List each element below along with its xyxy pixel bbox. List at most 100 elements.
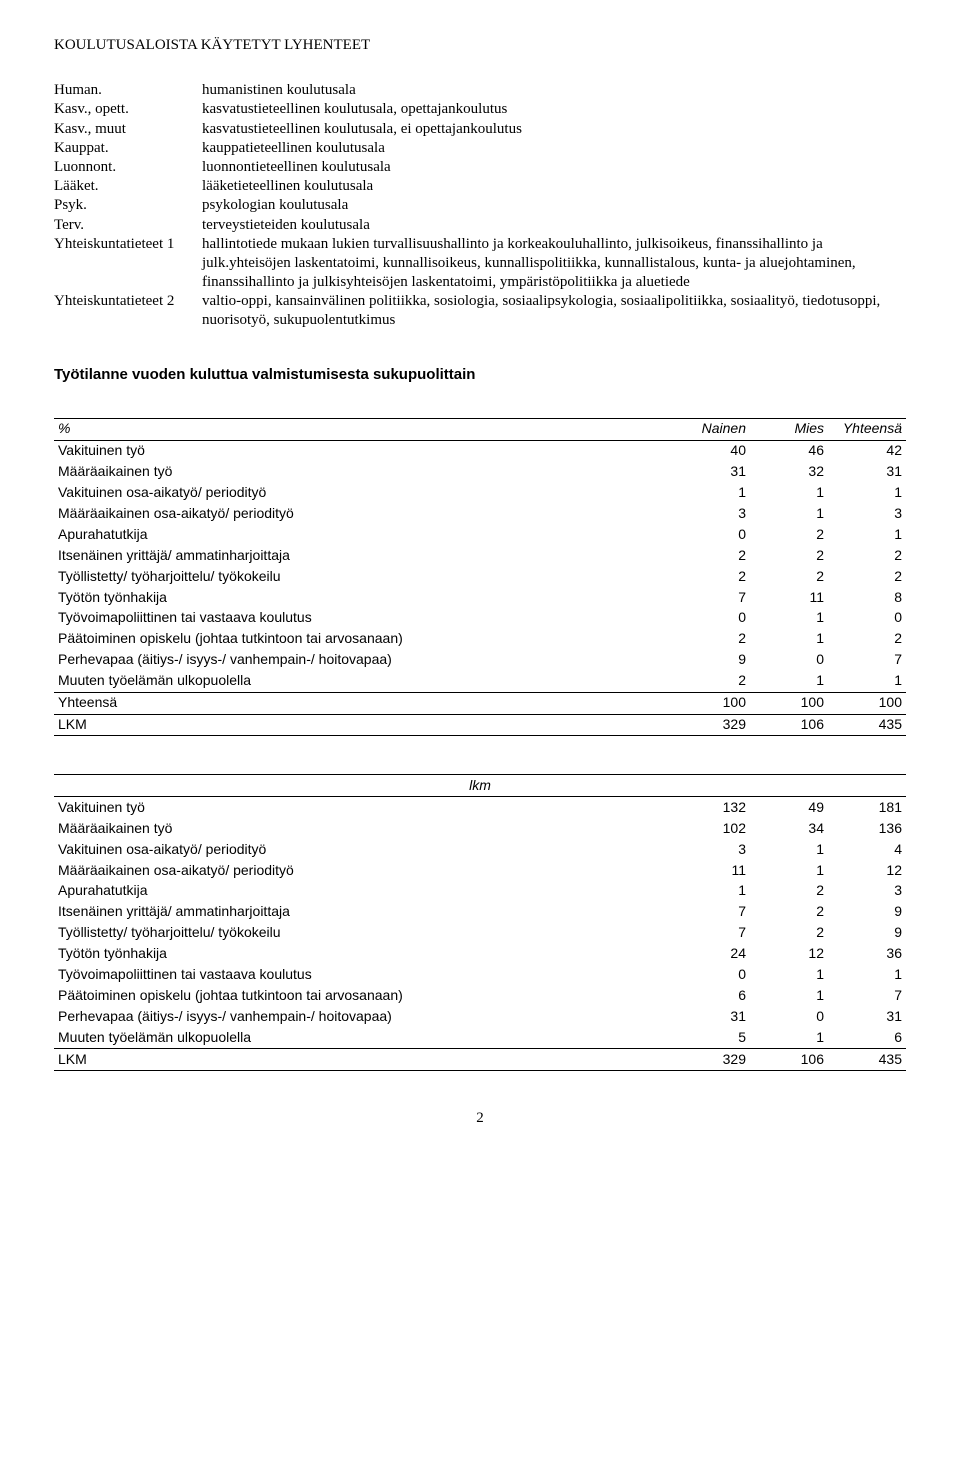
row-label: Määräaikainen työ	[54, 462, 672, 483]
page-number: 2	[54, 1109, 906, 1128]
lkm-cell: 435	[828, 714, 906, 736]
data-cell: 1	[750, 860, 828, 881]
data-cell: 1	[750, 483, 828, 504]
table-row: Työvoimapoliittinen tai vastaava koulutu…	[54, 965, 906, 986]
data-cell: 0	[750, 650, 828, 671]
data-cell: 1	[750, 985, 828, 1006]
data-cell: 0	[750, 1006, 828, 1027]
data-cell: 40	[672, 440, 750, 461]
table-row: Muuten työelämän ulkopuolella211	[54, 671, 906, 692]
data-cell: 181	[828, 797, 906, 818]
data-cell: 46	[750, 440, 828, 461]
row-label: Vakituinen työ	[54, 440, 672, 461]
data-cell: 2	[672, 629, 750, 650]
row-label: Työvoimapoliittinen tai vastaava koulutu…	[54, 965, 672, 986]
data-cell: 31	[672, 1006, 750, 1027]
subheading: Työtilanne vuoden kuluttua valmistumises…	[54, 365, 906, 384]
data-cell: 1	[750, 503, 828, 524]
abbrev-term: Terv.	[54, 216, 202, 235]
data-cell: 31	[828, 1006, 906, 1027]
data-cell: 2	[828, 566, 906, 587]
total-cell: 100	[750, 692, 828, 714]
row-label: Perhevapaa (äitiys-/ isyys-/ vanhempain-…	[54, 1006, 672, 1027]
abbrev-row: Kauppat.kauppatieteellinen koulutusala	[54, 139, 906, 158]
data-cell: 2	[828, 629, 906, 650]
data-cell: 7	[672, 587, 750, 608]
row-label: Määräaikainen osa-aikatyö/ periodityö	[54, 503, 672, 524]
data-cell: 1	[828, 965, 906, 986]
data-cell: 2	[750, 902, 828, 923]
table-row: Työvoimapoliittinen tai vastaava koulutu…	[54, 608, 906, 629]
abbrev-def: terveystieteiden koulutusala	[202, 216, 906, 235]
data-cell: 0	[672, 608, 750, 629]
data-cell: 8	[828, 587, 906, 608]
abbrev-def: hallintotiede mukaan lukien turvallisuus…	[202, 235, 906, 293]
data-cell: 0	[672, 524, 750, 545]
row-label: Työtön työnhakija	[54, 587, 672, 608]
data-cell: 1	[672, 881, 750, 902]
abbrev-term: Kasv., muut	[54, 120, 202, 139]
abbrev-row: Psyk.psykologian koulutusala	[54, 196, 906, 215]
row-label: Päätoiminen opiskelu (johtaa tutkintoon …	[54, 985, 672, 1006]
abbrev-term: Yhteiskuntatieteet 1	[54, 235, 202, 254]
row-label: Itsenäinen yrittäjä/ ammatinharjoittaja	[54, 545, 672, 566]
table-row: Määräaikainen työ10234136	[54, 818, 906, 839]
table-row: Vakituinen työ13249181	[54, 797, 906, 818]
abbrev-def: kasvatustieteellinen koulutusala, ei ope…	[202, 120, 906, 139]
abbrev-term: Lääket.	[54, 177, 202, 196]
lkm-cell: 106	[750, 1049, 828, 1071]
col-header-nainen: Nainen	[672, 418, 750, 440]
data-cell: 1	[828, 671, 906, 692]
data-cell: 136	[828, 818, 906, 839]
abbrev-term: Psyk.	[54, 196, 202, 215]
data-cell: 3	[672, 839, 750, 860]
abbrev-def: kauppatieteellinen koulutusala	[202, 139, 906, 158]
table-row: Vakituinen työ404642	[54, 440, 906, 461]
table-row: Muuten työelämän ulkopuolella516	[54, 1027, 906, 1048]
percent-table: % Nainen Mies Yhteensä Vakituinen työ404…	[54, 418, 906, 737]
abbrev-def: luonnontieteellinen koulutusala	[202, 158, 906, 177]
data-cell: 1	[672, 483, 750, 504]
data-cell: 2	[750, 524, 828, 545]
data-cell: 31	[672, 462, 750, 483]
lkm-cell: 329	[672, 714, 750, 736]
data-cell: 1	[750, 671, 828, 692]
total-cell: 100	[672, 692, 750, 714]
lkm-label: LKM	[54, 714, 672, 736]
data-cell: 31	[828, 462, 906, 483]
table-row: Perhevapaa (äitiys-/ isyys-/ vanhempain-…	[54, 1006, 906, 1027]
abbrev-list: Human.humanistinen koulutusalaKasv., ope…	[54, 81, 906, 330]
data-cell: 3	[828, 503, 906, 524]
table-row: Perhevapaa (äitiys-/ isyys-/ vanhempain-…	[54, 650, 906, 671]
page-heading: KOULUTUSALOISTA KÄYTETYT LYHENTEET	[54, 36, 906, 55]
data-cell: 9	[828, 923, 906, 944]
data-cell: 2	[672, 545, 750, 566]
data-cell: 2	[672, 671, 750, 692]
data-cell: 102	[672, 818, 750, 839]
data-cell: 24	[672, 944, 750, 965]
data-cell: 11	[672, 860, 750, 881]
data-cell: 2	[750, 566, 828, 587]
data-cell: 12	[828, 860, 906, 881]
data-cell: 34	[750, 818, 828, 839]
abbrev-row: Lääket.lääketieteellinen koulutusala	[54, 177, 906, 196]
abbrev-def: humanistinen koulutusala	[202, 81, 906, 100]
data-cell: 0	[828, 608, 906, 629]
row-label: Työllistetty/ työharjoittelu/ työkokeilu	[54, 923, 672, 944]
row-label: Määräaikainen osa-aikatyö/ periodityö	[54, 860, 672, 881]
table-row: Päätoiminen opiskelu (johtaa tutkintoon …	[54, 985, 906, 1006]
table-row: Työllistetty/ työharjoittelu/ työkokeilu…	[54, 923, 906, 944]
data-cell: 1	[750, 965, 828, 986]
abbrev-def: lääketieteellinen koulutusala	[202, 177, 906, 196]
data-cell: 9	[672, 650, 750, 671]
row-label: Päätoiminen opiskelu (johtaa tutkintoon …	[54, 629, 672, 650]
row-label: Työvoimapoliittinen tai vastaava koulutu…	[54, 608, 672, 629]
abbrev-term: Kasv., opett.	[54, 100, 202, 119]
data-cell: 42	[828, 440, 906, 461]
table-row: Määräaikainen osa-aikatyö/ periodityö111…	[54, 860, 906, 881]
table-row: Itsenäinen yrittäjä/ ammatinharjoittaja7…	[54, 902, 906, 923]
col-header-pct: %	[54, 418, 672, 440]
lkm-cell: 435	[828, 1049, 906, 1071]
table-row: Työllistetty/ työharjoittelu/ työkokeilu…	[54, 566, 906, 587]
data-cell: 1	[828, 524, 906, 545]
